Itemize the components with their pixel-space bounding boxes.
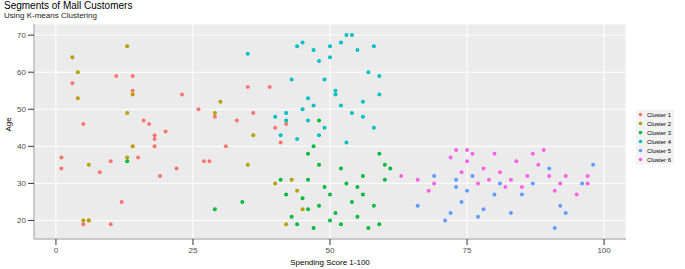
svg-text:60: 60 bbox=[17, 68, 26, 77]
html-text:Cluster 1: Cluster 1 bbox=[647, 111, 671, 118]
svg-text:25: 25 bbox=[189, 246, 198, 255]
html-text:Cluster 6: Cluster 6 bbox=[647, 156, 671, 163]
svg-text:50: 50 bbox=[17, 105, 26, 114]
svg-text:Spending Score 1-100: Spending Score 1-100 bbox=[290, 258, 370, 267]
html-text:Cluster 3: Cluster 3 bbox=[647, 129, 671, 136]
html-text:Segments of Mall Customers: Segments of Mall Customers bbox=[4, 0, 133, 11]
svg-text:30: 30 bbox=[17, 179, 26, 188]
svg-text:75: 75 bbox=[463, 246, 472, 255]
svg-text:Age: Age bbox=[8, 117, 13, 132]
svg-text:70: 70 bbox=[17, 31, 26, 40]
svg-text:0: 0 bbox=[54, 246, 59, 255]
svg-text:50: 50 bbox=[326, 246, 335, 255]
html-text:Cluster 4: Cluster 4 bbox=[647, 138, 671, 145]
html-text:Cluster 5: Cluster 5 bbox=[647, 147, 671, 154]
svg-text:20: 20 bbox=[17, 216, 26, 225]
html-text:Cluster 2: Cluster 2 bbox=[647, 120, 671, 127]
svg-text:40: 40 bbox=[17, 142, 26, 151]
svg-text:100: 100 bbox=[597, 246, 611, 255]
html-text:Using K-means Clustering: Using K-means Clustering bbox=[4, 11, 97, 20]
